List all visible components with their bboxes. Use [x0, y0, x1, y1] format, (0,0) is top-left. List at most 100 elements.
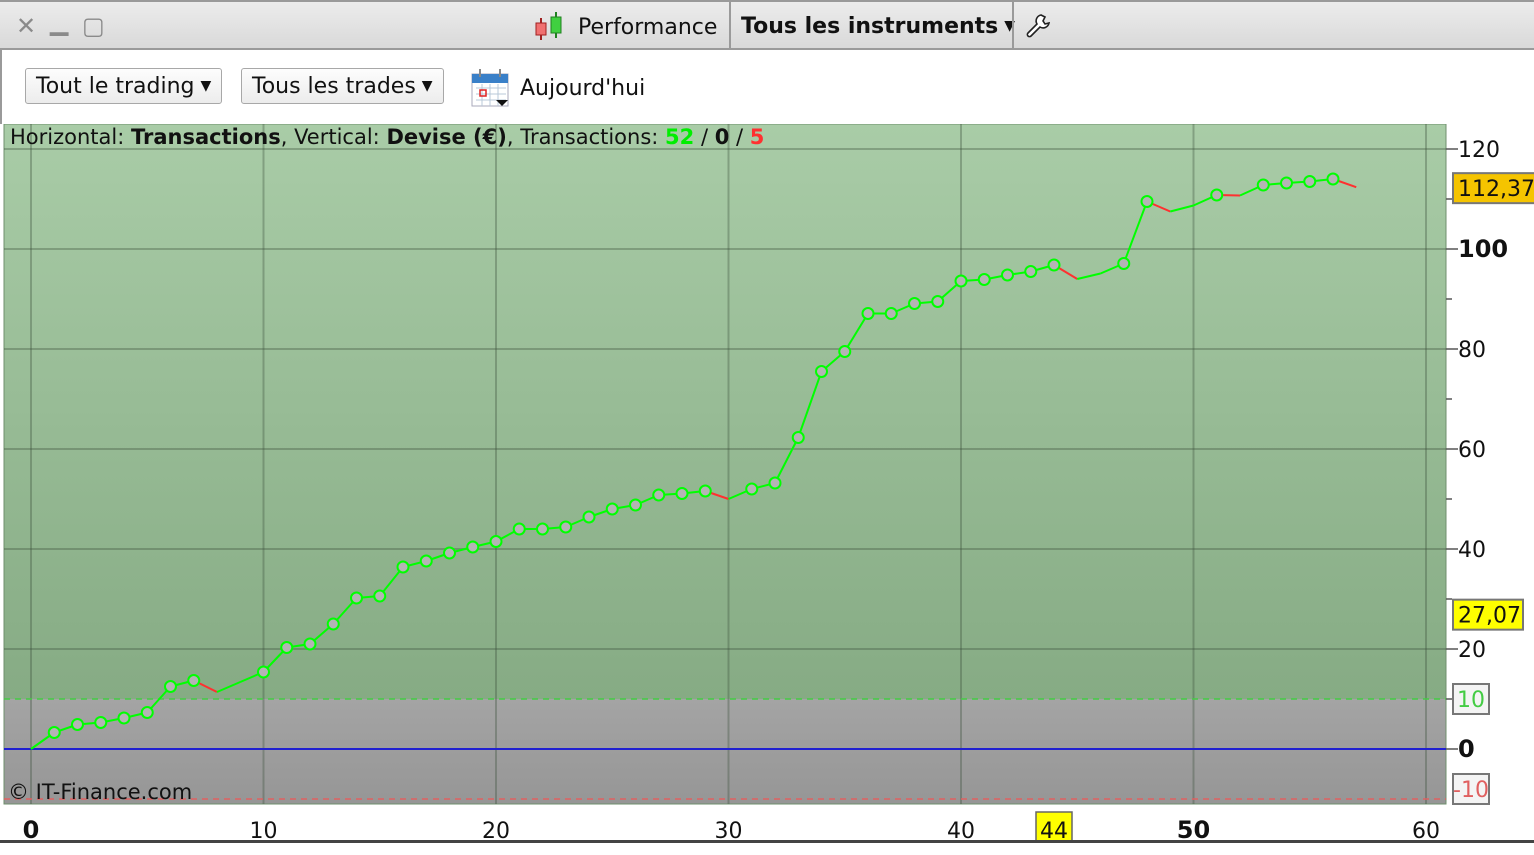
gain-segment	[774, 437, 800, 484]
win-zone	[4, 124, 1446, 699]
watermark: © IT-Finance.com	[8, 780, 193, 804]
trade-point	[652, 488, 666, 502]
trade-point	[791, 431, 805, 444]
horizontal-label: Horizontal:	[10, 125, 131, 149]
maximize-icon[interactable]: ▢	[82, 12, 105, 40]
x-tick-label: 40	[947, 819, 975, 844]
y-tick-label: 20	[1458, 638, 1486, 663]
scope-dropdown-label: Tout le trading	[36, 74, 195, 99]
x-tick-label: 60	[1412, 819, 1440, 844]
wrench-icon[interactable]	[1024, 12, 1052, 40]
trade-point	[977, 273, 991, 286]
trade-point	[861, 307, 875, 320]
trade-point	[1140, 195, 1154, 208]
gain-segment	[797, 371, 823, 438]
divider	[1012, 2, 1014, 50]
trade-point	[884, 307, 898, 320]
performance-title: Performance	[532, 12, 717, 42]
trade-point	[512, 522, 526, 536]
trade-point	[373, 589, 387, 603]
date-label: Aujourd'hui	[520, 75, 646, 101]
y-tick-label: 40	[1458, 538, 1486, 563]
trade-point	[675, 487, 689, 500]
chart-header: Horizontal: Transactions, Vertical: Devi…	[10, 125, 764, 149]
x-highlight-box	[1035, 811, 1073, 843]
trade-point	[1303, 175, 1317, 188]
value-badge-box	[1452, 598, 1524, 631]
x-tick-label: 20	[482, 819, 510, 844]
trade-point	[326, 617, 340, 631]
trade-point	[280, 641, 294, 654]
y-tick-label: 0	[1458, 735, 1475, 763]
vertical-label: , Vertical:	[280, 125, 387, 149]
value-badge: 112,37	[1458, 177, 1534, 202]
trade-point	[745, 482, 759, 496]
trade-point	[1210, 188, 1224, 202]
date-picker[interactable]: Aujourd'hui	[470, 68, 645, 108]
y-tick-label: 80	[1458, 338, 1486, 363]
trade-point	[838, 345, 852, 358]
trade-point	[1001, 268, 1014, 282]
trade-point	[164, 680, 177, 693]
wins-count: 52	[665, 125, 695, 149]
trade-point	[698, 484, 712, 498]
trade-point	[71, 718, 84, 731]
calendar-icon	[471, 69, 509, 107]
trade-point	[140, 706, 154, 719]
window-title: Performance	[578, 14, 718, 40]
trade-point	[954, 274, 968, 288]
instrument-selector-label: Tous les instruments	[741, 14, 999, 39]
trade-point	[47, 726, 61, 739]
toolbar: Tout le trading ▼ Tous les trades ▼ Aujour…	[0, 50, 1534, 124]
value-badge: 27,07	[1458, 604, 1521, 629]
trade-point	[536, 522, 549, 536]
candlestick-icon	[535, 12, 562, 40]
loss-zone	[4, 699, 1446, 804]
separator: /	[694, 125, 715, 149]
chevron-down-icon: ▼	[200, 78, 212, 94]
trade-point	[559, 520, 573, 534]
x-highlight-label: 44	[1040, 819, 1068, 844]
trade-point	[1117, 257, 1131, 270]
trade-point	[931, 295, 945, 308]
equity-chart: 0 20 40 60 80 100 120 0 10 20 30 40 50 60 10 -10 112,37 2…	[0, 124, 1534, 852]
chevron-down-icon: ▼	[1004, 18, 1016, 34]
trades-dropdown[interactable]: Tous les trades ▼	[241, 68, 444, 104]
trades-dropdown-label: Tous les trades	[252, 74, 416, 99]
trade-point	[419, 554, 433, 568]
y-tick-label: 60	[1458, 438, 1486, 463]
losses-count: 5	[749, 125, 765, 149]
gain-segment	[216, 681, 241, 693]
gain-segment	[1077, 272, 1101, 280]
trade-point	[117, 711, 131, 725]
trade-point	[1280, 176, 1293, 190]
reference-label-box	[1452, 683, 1490, 715]
transactions-label: , Transactions:	[506, 125, 666, 149]
value-badge-box	[1452, 172, 1534, 205]
separator: /	[729, 125, 750, 149]
minimize-icon[interactable]: ▁	[50, 8, 69, 36]
divider	[729, 2, 731, 50]
trade-point	[1256, 178, 1270, 192]
trade-point	[350, 591, 363, 605]
trade-point	[94, 716, 108, 729]
reference-label-box	[1452, 773, 1490, 805]
trade-point	[605, 502, 619, 516]
y-tick-label: 100	[1458, 235, 1508, 263]
x-tick-label: 30	[715, 819, 743, 844]
trade-point	[257, 665, 270, 679]
close-icon[interactable]: ✕	[16, 12, 37, 40]
gain-segment	[1170, 204, 1194, 213]
window-border	[0, 840, 1534, 855]
reference-label: -10	[1453, 778, 1489, 803]
trade-point	[908, 297, 921, 310]
trade-point	[1047, 258, 1061, 272]
trade-point	[768, 476, 782, 490]
window-titlebar: ✕ ▁ ▢ Performance Tous les instruments ▼	[0, 0, 1534, 50]
vertical-value: Devise (€)	[386, 125, 507, 149]
instrument-selector[interactable]: Tous les instruments ▼	[741, 14, 1015, 39]
scope-dropdown[interactable]: Tout le trading ▼	[25, 68, 223, 104]
chevron-down-icon: ▼	[421, 78, 433, 94]
trade-point	[1024, 265, 1038, 278]
